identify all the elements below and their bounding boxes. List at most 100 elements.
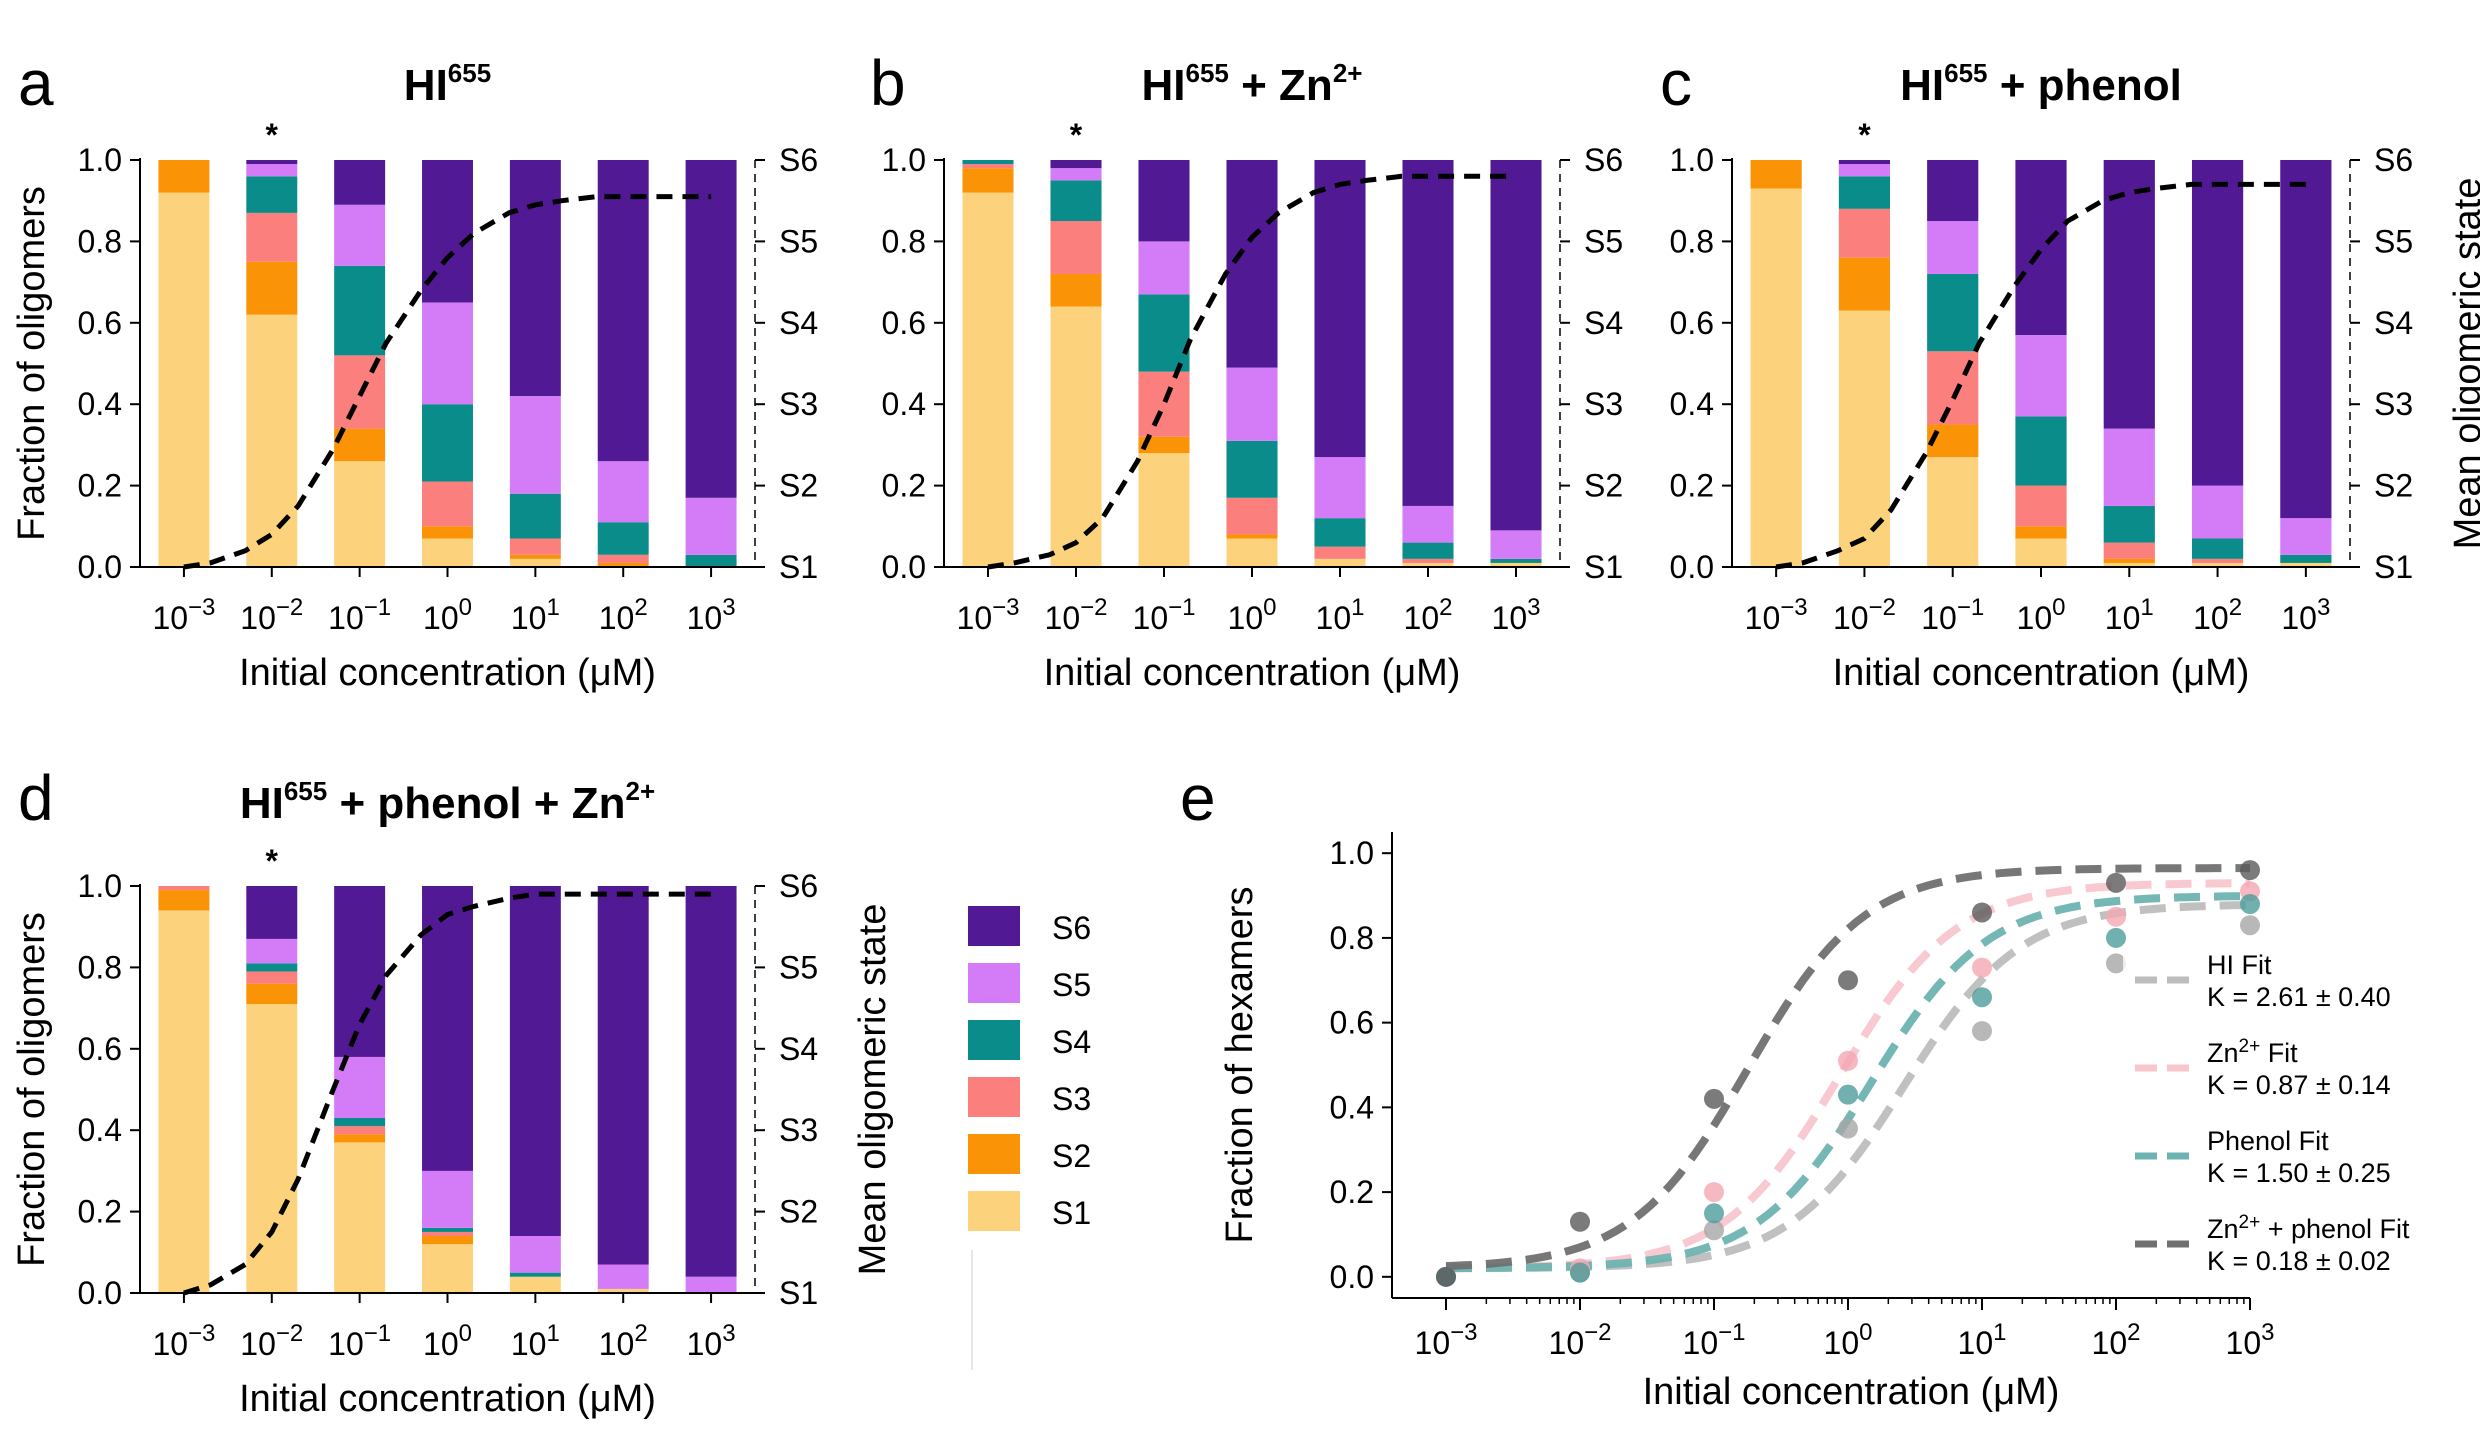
bar-segment-s1	[509, 1276, 561, 1293]
mean-oligomeric-curve	[183, 891, 712, 1296]
bar-segment-s5	[422, 302, 473, 405]
right-tick-label: S3	[1584, 386, 1623, 422]
data-point	[1704, 1220, 1724, 1241]
tick-label: 101	[1958, 1319, 2007, 1361]
bar-segment-s5	[2015, 335, 2067, 417]
tick-label: 10−1	[328, 594, 391, 636]
legend-swatch-s6	[968, 906, 1020, 946]
panel-d: d HI655 + phenol + Zn2+ 10−3 10−2 * 10−1 100 10…	[11, 762, 894, 1420]
tick-label: 102	[599, 1320, 648, 1362]
bar-segment-s3	[1838, 208, 1891, 258]
y-tick-label: 1.0	[1330, 835, 1374, 871]
bar-segment-s4	[509, 493, 561, 539]
bar-segment-s3	[1050, 221, 1102, 274]
bar-segment-s4	[2191, 538, 2244, 559]
tick-label: 102	[1404, 594, 1453, 636]
bar-segment-s5	[1402, 505, 1454, 543]
legend-label: S5	[1052, 967, 1091, 1003]
mean-oligomeric-curve	[183, 194, 712, 570]
bar-segment-s1	[422, 1244, 473, 1293]
bar-segment-s6	[422, 886, 473, 1171]
data-point	[2106, 927, 2126, 948]
data-point	[2106, 953, 2126, 974]
bar-segment-s1	[1838, 310, 1891, 567]
panel-letter: a	[18, 47, 54, 119]
tick-label: 103	[687, 1320, 736, 1362]
bar-segment-s4	[422, 1227, 473, 1232]
right-tick-label: S6	[779, 142, 818, 178]
y-tick-label: 0.8	[1330, 920, 1374, 956]
tick-label: 10−1	[1921, 594, 1984, 636]
right-tick-label: S5	[2374, 223, 2413, 259]
data-point	[2240, 894, 2260, 915]
right-tick-label: S4	[1584, 305, 1623, 341]
bar-segment-s4	[597, 522, 649, 555]
bar-segment-s2	[1138, 436, 1190, 454]
tick-label: 10−3	[1415, 1319, 1478, 1361]
y-tick-label: 0.2	[78, 1194, 122, 1230]
tick-label: 100	[1228, 594, 1277, 636]
bar-segment-s3	[2191, 558, 2244, 563]
data-point	[2240, 860, 2260, 881]
asterisk-marker: *	[266, 117, 279, 153]
x-axis-label: Initial concentration (μM)	[1643, 1371, 2060, 1413]
bar-segment-s6	[685, 886, 737, 1277]
bar-segment-s2	[2015, 526, 2067, 539]
bar-segment-s3	[246, 971, 298, 984]
right-tick-label: S6	[779, 868, 818, 904]
y-tick-label: 0.2	[1670, 468, 1714, 504]
mean-oligomeric-curve	[987, 173, 1516, 570]
bar-segment-s6	[597, 160, 649, 462]
fit-legend-k: K = 1.50 ± 0.25	[2207, 1158, 2391, 1188]
right-tick-label: S1	[779, 549, 818, 585]
bar-segment-s5	[509, 1236, 561, 1273]
bar-segment-s3	[962, 164, 1014, 169]
bar-segment-s1	[246, 314, 298, 567]
data-point	[1704, 1203, 1724, 1224]
y-tick-label: 0.6	[78, 1031, 122, 1067]
data-point	[1704, 1182, 1724, 1203]
y-tick-label: 0.4	[78, 1112, 122, 1148]
data-point	[1972, 957, 1992, 978]
bar-segment-s3	[334, 1126, 386, 1135]
right-tick-label: S4	[2374, 305, 2413, 341]
bar-segment-s5	[685, 1276, 737, 1293]
tick-label: 101	[1316, 594, 1365, 636]
bar-segment-s1	[1402, 562, 1454, 567]
panel-title: HI655 + Zn2+	[1142, 58, 1363, 110]
panel-letter: b	[870, 47, 906, 119]
fit-legend-bg	[2123, 1032, 2468, 1116]
fit-legend-label: Zn2+ Fit	[2207, 1036, 2298, 1068]
right-tick-label: S3	[2374, 386, 2413, 422]
bar-segment-s4	[1138, 294, 1190, 372]
x-axis-label: Initial concentration (μM)	[239, 1378, 656, 1420]
legend-swatch-s5	[968, 963, 1020, 1003]
tick-label: 10−2	[1045, 594, 1108, 636]
data-point	[1972, 987, 1992, 1008]
bar-segment-s6	[509, 886, 561, 1237]
data-point	[1838, 1084, 1858, 1105]
bar-segment-s2	[334, 1134, 386, 1143]
data-point	[1838, 1118, 1858, 1139]
bar-segment-s4	[246, 963, 298, 972]
panel-title: HI655	[404, 58, 491, 110]
fit-legend-label: HI Fit	[2207, 950, 2272, 980]
bar-segment-s6	[334, 886, 386, 1057]
panel-a: a HI655 10−3 10−2 * 10−1 100 101 102 103 0.0 0.2 0.4…	[11, 47, 818, 694]
bar-segment-s5	[422, 1170, 473, 1228]
tick-label: 103	[2281, 594, 2330, 636]
fit-legend-label: Phenol Fit	[2207, 1126, 2329, 1156]
y-tick-label: 0.4	[1670, 386, 1714, 422]
bar-segment-s4	[2280, 554, 2332, 563]
y-tick-label: 0.6	[882, 305, 926, 341]
tick-label: 103	[2226, 1319, 2275, 1361]
bar-segment-s5	[2280, 518, 2332, 555]
y-tick-label: 0.6	[1670, 305, 1714, 341]
tick-label: 10−1	[1683, 1319, 1746, 1361]
bar-segment-s1	[597, 1288, 649, 1293]
bar-segment-s6	[509, 160, 561, 397]
tick-label: 10−3	[152, 1320, 215, 1362]
bar-segment-s6	[246, 160, 298, 165]
bar-segment-s1	[1490, 562, 1542, 567]
bar-segment-s6	[2280, 160, 2332, 519]
